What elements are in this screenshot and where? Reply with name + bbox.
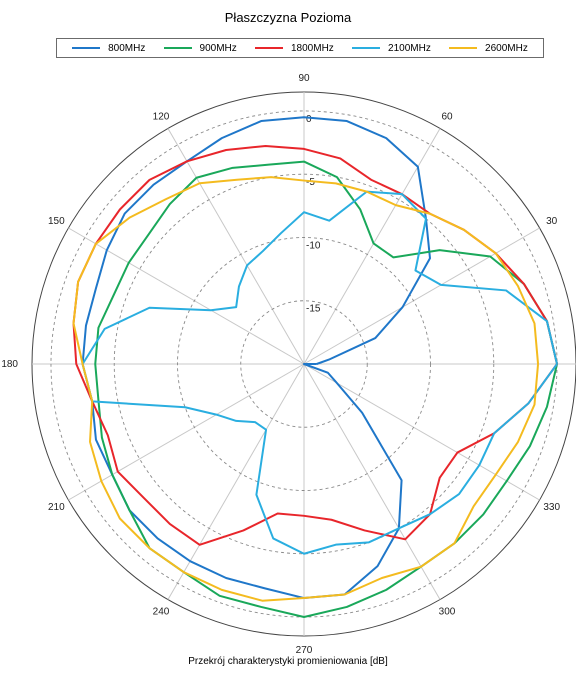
angle-tick-label-90: 90 (298, 73, 310, 84)
angle-tick-label-330: 330 (543, 502, 560, 513)
legend-swatch-2600mhz (449, 47, 478, 49)
angle-tick-label-120: 120 (153, 111, 170, 122)
angle-tick-label-270: 270 (296, 645, 313, 656)
legend: 800MHz 900MHz 1800MHz 2100MHz 2600MHz (56, 38, 544, 58)
series-line-900mhz (94, 160, 558, 619)
radial-tick-label-2: -10 (306, 240, 321, 251)
legend-label-1800mhz: 1800MHz (291, 42, 334, 54)
legend-swatch-1800mhz (255, 47, 283, 49)
legend-swatch-900mhz (163, 47, 192, 49)
radial-gridline--5 (113, 173, 495, 555)
angle-gridline-120 (167, 128, 305, 365)
radial-gridline--15 (240, 300, 368, 428)
legend-item-1800mhz: 1800MHz (255, 43, 334, 54)
series-line-2600mhz (72, 176, 540, 602)
angle-gridline-150 (68, 227, 305, 365)
angle-tick-label-300: 300 (439, 607, 456, 618)
radial-tick-label-3: -15 (306, 304, 321, 315)
angle-gridline-240 (167, 363, 305, 600)
angle-tick-label-210: 210 (48, 502, 65, 513)
angle-tick-label-240: 240 (153, 607, 170, 618)
legend-label-800mhz: 800MHz (108, 42, 146, 54)
legend-swatch-800mhz (72, 47, 101, 49)
angle-gridline-300 (303, 363, 441, 600)
angle-gridline-330 (303, 363, 540, 501)
legend-label-2600mhz: 2600MHz (485, 42, 528, 54)
radial-tick-label-1: -5 (306, 177, 315, 188)
angle-tick-label-180: 180 (1, 359, 18, 370)
legend-item-2100mhz: 2100MHz (352, 43, 431, 54)
legend-item-2600mhz: 2600MHz (449, 43, 528, 54)
x-axis-label: Przekrój charakterystyki promieniowania … (188, 656, 388, 667)
radial-tick-label-0: 0 (306, 114, 312, 125)
legend-label-2100mhz: 2100MHz (388, 42, 431, 54)
angle-tick-label-150: 150 (48, 216, 65, 227)
angle-gridline-30 (303, 227, 540, 365)
legend-item-800mhz: 800MHz (72, 43, 145, 54)
series-line-800mhz (81, 116, 431, 600)
legend-label-900mhz: 900MHz (199, 42, 237, 54)
chart-title: Płaszczyzna Pozioma (224, 10, 352, 25)
angle-tick-label-60: 60 (441, 111, 453, 122)
legend-swatch-2100mhz (352, 47, 381, 49)
legend-item-900mhz: 900MHz (163, 42, 237, 54)
angle-gridline-210 (68, 363, 305, 501)
angle-tick-label-30: 30 (546, 216, 558, 227)
radial-gridline--10 (177, 237, 431, 491)
